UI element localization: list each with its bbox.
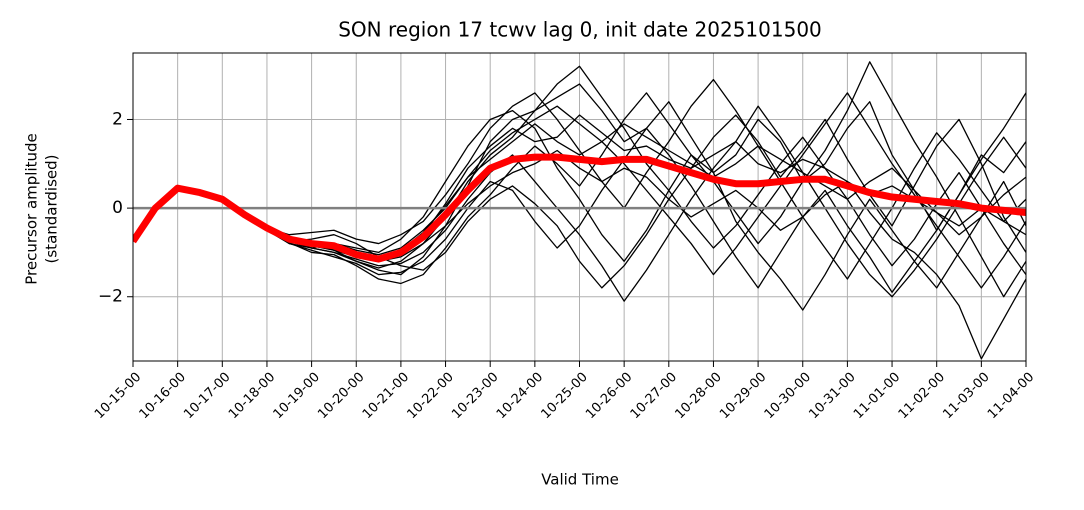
x-tick-label: 11-03-00 xyxy=(940,370,992,422)
x-tick-label: 10-16-00 xyxy=(137,370,189,422)
x-tick-label: 10-28-00 xyxy=(672,370,724,422)
y-tick-label: 0 xyxy=(112,198,123,218)
y-axis-label: Precursor amplitude xyxy=(23,133,41,285)
x-tick-label: 10-27-00 xyxy=(628,370,680,422)
x-tick-label: 10-29-00 xyxy=(717,370,769,422)
x-tick-label: 11-02-00 xyxy=(896,370,948,422)
y-axis-label: (standardised) xyxy=(43,155,61,264)
x-tick-label: 10-19-00 xyxy=(271,370,323,422)
x-tick-label: 10-31-00 xyxy=(806,370,858,422)
chart-title: SON region 17 tcwv lag 0, init date 2025… xyxy=(338,18,822,42)
series-line xyxy=(177,92,1026,293)
series-line xyxy=(177,114,1026,289)
series-line xyxy=(177,61,1026,298)
series-line xyxy=(177,149,1026,360)
x-tick-label: 10-21-00 xyxy=(360,370,412,422)
x-tick-label: 10-26-00 xyxy=(583,370,635,422)
x-tick-label: 11-04-00 xyxy=(985,370,1037,422)
x-tick-label: 10-24-00 xyxy=(494,370,546,422)
x-tick-label: 10-22-00 xyxy=(405,370,457,422)
x-tick-label: 10-20-00 xyxy=(315,370,367,422)
x-tick-label: 10-18-00 xyxy=(226,370,278,422)
series-line xyxy=(177,109,1026,311)
y-tick-label: 2 xyxy=(112,109,123,129)
x-axis-label: Valid Time xyxy=(541,471,619,489)
x-tick-label: 11-01-00 xyxy=(851,370,903,422)
x-tick-label: 10-23-00 xyxy=(449,370,501,422)
series-line xyxy=(177,105,1026,302)
x-tick-label: 10-17-00 xyxy=(181,370,233,422)
x-tick-label: 10-15-00 xyxy=(92,370,144,422)
plot-area xyxy=(133,61,1026,360)
x-tick-label: 10-25-00 xyxy=(538,370,590,422)
x-tick-label: 10-30-00 xyxy=(762,370,814,422)
series-line xyxy=(133,153,1026,263)
y-tick-label: −2 xyxy=(98,287,123,307)
